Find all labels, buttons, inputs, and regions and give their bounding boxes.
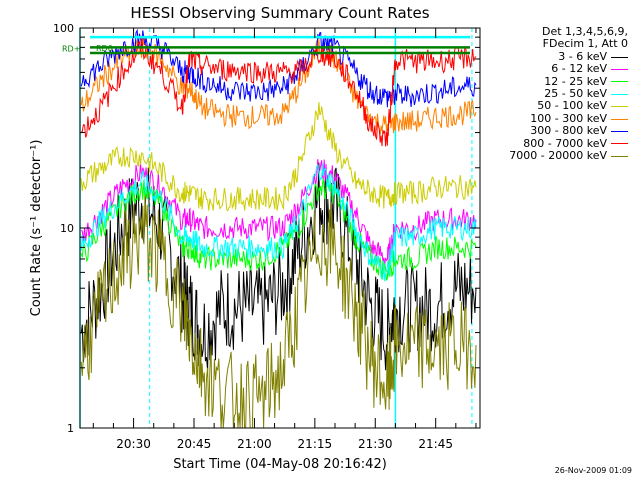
legend-label-6: 300 - 800 keV	[530, 124, 607, 138]
series-line-2	[80, 178, 477, 281]
legend-label-8: 7000 - 20000 keV	[509, 149, 607, 163]
legend-label-1: 6 - 12 keV	[551, 62, 607, 76]
legend-label-2: 12 - 25 keV	[544, 74, 607, 88]
legend-header-line-1: Det 1,3,4,5,6,9,	[541, 25, 628, 38]
y-tick-label-1: 10	[60, 222, 74, 235]
annotation-rd0: RD0	[96, 44, 113, 53]
legend-entry-1: 6 - 12 keV	[470, 62, 632, 76]
legend-swatch-6	[611, 130, 628, 132]
y-axis-label: Count Rate (s⁻¹ detector⁻¹)	[29, 140, 44, 317]
legend-entry-7: 800 - 7000 keV	[470, 136, 632, 150]
legend-entry-5: 100 - 300 keV	[470, 111, 632, 125]
legend-entries: 3 - 6 keV 6 - 12 keV 12 - 25 keV 25 - 50 ke…	[470, 49, 632, 163]
legend-label-3: 25 - 50 keV	[544, 87, 607, 101]
x-tick-label-3: 21:15	[298, 437, 333, 451]
x-tick-label-5: 21:45	[418, 437, 453, 451]
legend-swatch-3	[611, 93, 628, 95]
x-tick-label-1: 20:45	[177, 437, 212, 451]
series-line-7	[80, 35, 477, 147]
legend-swatch-4	[611, 106, 628, 108]
series-line-3	[80, 163, 477, 282]
legend-header-line-2: FDecim 1, Att 0	[542, 37, 628, 51]
series-line-0	[80, 162, 477, 371]
data-layer	[79, 28, 477, 429]
axes-layer: RD+ RD0 1 10 100 20:30 20:45 21:00 21:15 21:30 21:…	[53, 22, 480, 451]
series-line-1	[80, 159, 477, 265]
legend-entry-8: 7000 - 20000 keV	[470, 149, 632, 163]
y-tick-label-0: 1	[67, 422, 74, 435]
footer-date: 26-Nov-2009 01:09	[554, 466, 632, 475]
annotation-rdplus: RD+	[62, 44, 80, 53]
legend-entry-3: 25 - 50 keV	[470, 87, 632, 101]
legend-swatch-1	[611, 68, 628, 70]
x-axis-label: Start Time (04-May-08 20:16:42)	[173, 457, 387, 472]
chart-legend: Det 1,3,4,5,6,9, FDecim 1, Att 0 3 - 6 k…	[470, 25, 632, 163]
series-line-4	[80, 102, 477, 212]
legend-swatch-2	[611, 81, 628, 83]
series-line-8	[80, 196, 477, 429]
x-tick-label-4: 21:30	[358, 437, 393, 451]
legend-swatch-0	[611, 56, 628, 58]
chart-title: HESSI Observing Summary Count Rates	[130, 4, 429, 22]
legend-swatch-5	[611, 118, 628, 120]
legend-swatch-8	[611, 155, 628, 157]
legend-entry-0: 3 - 6 keV	[470, 49, 632, 63]
y-tick-label-2: 100	[53, 22, 74, 35]
x-tick-label-0: 20:30	[116, 437, 151, 451]
series-line-5	[80, 37, 477, 137]
legend-label-4: 50 - 100 keV	[537, 99, 607, 113]
legend-swatch-7	[611, 143, 628, 145]
legend-entry-6: 300 - 800 keV	[470, 124, 632, 138]
legend-entry-2: 12 - 25 keV	[470, 74, 632, 88]
legend-label-0: 3 - 6 keV	[558, 49, 607, 63]
legend-entry-4: 50 - 100 keV	[470, 100, 632, 112]
legend-label-5: 100 - 300 keV	[530, 111, 607, 125]
legend-label-7: 800 - 7000 keV	[523, 136, 607, 150]
x-tick-label-2: 21:00	[237, 437, 272, 451]
